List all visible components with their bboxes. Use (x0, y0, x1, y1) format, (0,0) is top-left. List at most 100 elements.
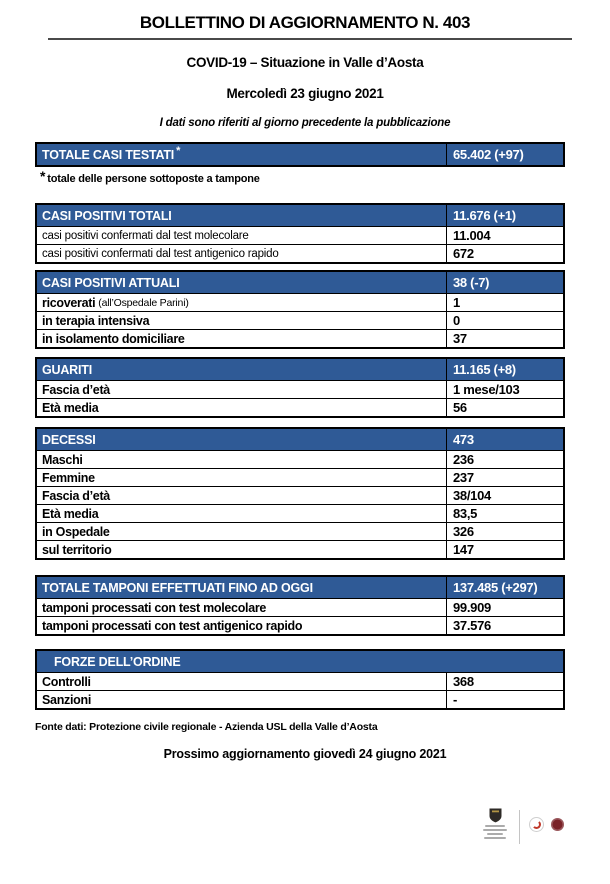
row-label-cell: Fascia d’età (37, 487, 447, 504)
row-label: Fascia d’età (42, 488, 110, 503)
section-guariti: GUARITI 11.165 (+8) Fascia d’età 1 mese/103… (35, 357, 565, 418)
table-row: tamponi processati con test antigenico r… (37, 616, 563, 634)
section-header-value-cell: 65.402 (+97) (447, 144, 563, 165)
row-label: ricoverati (42, 295, 96, 310)
title-rule (48, 38, 572, 40)
section-totale-casi-testati: TOTALE CASI TESTATI * 65.402 (+97) (35, 142, 565, 167)
table-casi-positivi-totali: CASI POSITIVI TOTALI 11.676 (+1) casi posi… (35, 203, 565, 264)
section-header-label-cell: TOTALE TAMPONI EFFETTUATI FINO AD OGGI (37, 577, 447, 598)
row-label: sul territorio (42, 542, 112, 557)
footnote: * totale delle persone sottoposte a tampo… (40, 168, 610, 185)
table-row: Sanzioni - (37, 690, 563, 708)
row-label-cell: casi positivi confermati dal test antige… (37, 245, 447, 262)
table-totale-casi-testati: TOTALE CASI TESTATI * 65.402 (+97) (35, 142, 565, 167)
row-value-cell: 326 (447, 523, 563, 540)
row-value-cell: 56 (447, 399, 563, 416)
table-totale-tamponi: TOTALE TAMPONI EFFETTUATI FINO AD OGGI 13… (35, 575, 565, 636)
row-value: - (453, 692, 458, 707)
table-row: casi positivi confermati dal test antige… (37, 244, 563, 262)
row-value-cell: 11.004 (447, 227, 563, 244)
section-header-label-cell: DECESSI (37, 429, 447, 450)
table-row: Maschi 236 (37, 450, 563, 468)
row-label: Età media (42, 506, 99, 521)
row-value: 37.576 (453, 618, 491, 633)
row-label-cell: Fascia d’età (37, 381, 447, 398)
row-value-cell: 672 (447, 245, 563, 262)
row-value: 326 (453, 524, 474, 539)
row-label: casi positivi confermati dal test antige… (42, 247, 279, 260)
table-guariti: GUARITI 11.165 (+8) Fascia d’età 1 mese/103… (35, 357, 565, 418)
row-label-cell: Femmine (37, 469, 447, 486)
table-forze-dellordine: FORZE DELL’ORDINE Controlli 368 Sanzioni - (35, 649, 565, 710)
row-label-note: (all’Ospedale Parini) (98, 296, 189, 309)
footer-logos (480, 808, 564, 844)
anniversary-ribbon-icon (529, 817, 544, 832)
row-label-cell: in isolamento domiciliare (37, 330, 447, 347)
next-update-line: Prossimo aggiornamento giovedì 24 giugno… (163, 747, 447, 761)
section-title: TOTALE TAMPONI EFFETTUATI FINO AD OGGI (42, 580, 313, 595)
section-header-value: 137.485 (+297) (453, 580, 538, 595)
row-value: 38/104 (453, 488, 491, 503)
logo-caption-line (484, 837, 506, 839)
logo-divider (519, 810, 520, 844)
row-label-cell: Sanzioni (37, 691, 447, 708)
table-row: Controlli 368 (37, 672, 563, 690)
table-decessi: DECESSI 473 Maschi 236 Femmine 237 Fascia d’et… (35, 427, 565, 560)
row-label-cell: ricoverati (all’Ospedale Parini) (37, 294, 447, 311)
row-value-cell: 0 (447, 312, 563, 329)
logo-caption-line (483, 829, 507, 831)
row-value: 11.004 (453, 228, 491, 243)
table-row: in isolamento domiciliare 37 (37, 329, 563, 347)
red-ribbon-mark (532, 820, 541, 829)
section-title: TOTALE CASI TESTATI (42, 147, 175, 162)
section-header-row: DECESSI 473 (37, 429, 563, 450)
row-value: 0 (453, 313, 460, 328)
row-label-cell: Età media (37, 505, 447, 522)
row-label-cell: tamponi processati con test molecolare (37, 599, 447, 616)
section-header-label-cell: CASI POSITIVI ATTUALI (37, 272, 447, 293)
logo-caption-line (485, 825, 505, 827)
section-header-value: 65.402 (+97) (453, 147, 524, 162)
page-title: BOLLETTINO DI AGGIORNAMENTO N. 403 (139, 13, 471, 32)
row-value: 672 (453, 246, 474, 261)
table-row: casi positivi confermati dal test moleco… (37, 226, 563, 244)
table-row: Femmine 237 (37, 468, 563, 486)
row-value-cell: 368 (447, 673, 563, 690)
section-header-row: FORZE DELL’ORDINE (37, 651, 563, 672)
footnote-marker-icon: * (176, 144, 181, 157)
row-value: 56 (453, 400, 467, 415)
section-header-label-cell: FORZE DELL’ORDINE (37, 651, 563, 672)
row-value: 147 (453, 542, 474, 557)
row-label-cell: in Ospedale (37, 523, 447, 540)
table-row: Età media 56 (37, 398, 563, 416)
section-header-row: TOTALE CASI TESTATI * 65.402 (+97) (37, 144, 563, 165)
footnote-marker: * (40, 168, 46, 184)
row-value: 368 (453, 674, 474, 689)
section-header-row: TOTALE TAMPONI EFFETTUATI FINO AD OGGI 13… (37, 577, 563, 598)
table-row: Fascia d’età 38/104 (37, 486, 563, 504)
row-value-cell: 1 (447, 294, 563, 311)
footnote-text: totale delle persone sottoposte a tampon… (47, 173, 260, 185)
row-value: 1 mese/103 (453, 382, 520, 397)
section-decessi: DECESSI 473 Maschi 236 Femmine 237 Fascia d’et… (35, 427, 565, 560)
section-title: CASI POSITIVI ATTUALI (42, 275, 180, 290)
row-label: Età media (42, 400, 99, 415)
date-line: Mercoledì 23 giugno 2021 (226, 86, 384, 101)
section-header-label-cell: CASI POSITIVI TOTALI (37, 205, 447, 226)
row-value-cell: 99.909 (447, 599, 563, 616)
section-header-value-cell: 11.165 (+8) (447, 359, 563, 380)
section-header-row: GUARITI 11.165 (+8) (37, 359, 563, 380)
table-row: Età media 83,5 (37, 504, 563, 522)
row-label-cell: Maschi (37, 451, 447, 468)
section-casi-positivi-attuali: CASI POSITIVI ATTUALI 38 (-7) ricoverati (a… (35, 270, 565, 349)
row-label: Fascia d’età (42, 382, 110, 397)
section-header-value-cell: 11.676 (+1) (447, 205, 563, 226)
row-value-cell: 237 (447, 469, 563, 486)
table-row: in Ospedale 326 (37, 522, 563, 540)
section-header-value: 11.676 (+1) (453, 208, 516, 223)
bulletin-page: BOLLETTINO DI AGGIORNAMENTO N. 403 COVID… (35, 13, 610, 844)
section-header-value: 473 (453, 432, 474, 447)
section-forze-dellordine: FORZE DELL’ORDINE Controlli 368 Sanzioni - (35, 649, 565, 710)
row-value: 83,5 (453, 506, 478, 521)
row-label: Maschi (42, 452, 83, 467)
